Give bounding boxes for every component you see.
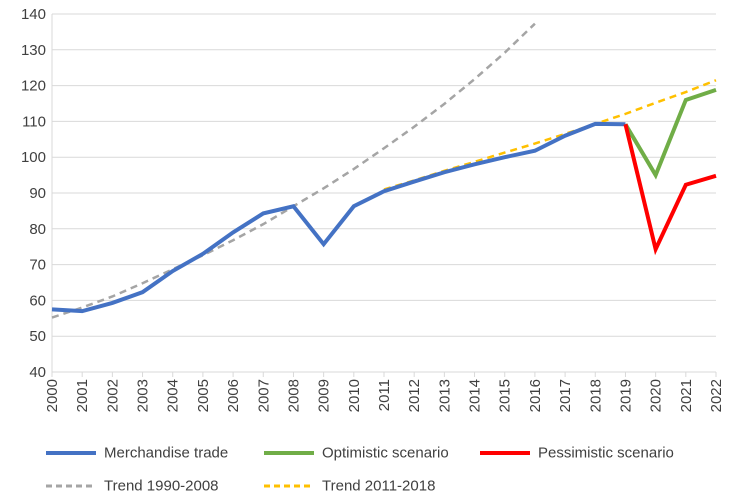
y-tick-label: 140: [21, 6, 46, 23]
x-tick-label: 2008: [285, 379, 302, 412]
y-tick-labels: 40 50 60 70 80 90 100 110 120 130 140: [21, 6, 46, 381]
legend-label-optimistic-scenario: Optimistic scenario: [322, 444, 449, 462]
series-line-pessimistic-scenario: [623, 123, 717, 256]
x-tick-label: 2015: [497, 379, 514, 412]
y-tick-label: 100: [21, 149, 46, 166]
x-tick-label: 2007: [255, 379, 272, 412]
series-line-trend-1990-2008: [51, 22, 536, 319]
x-tick-label: 2010: [346, 379, 363, 412]
x-tick-label: 2020: [648, 379, 665, 412]
y-tick-label: 40: [29, 364, 46, 381]
legend-label-merchandise-trade: Merchandise trade: [104, 444, 229, 462]
x-tick-label: 2016: [527, 379, 544, 412]
x-tick-label: 2017: [557, 379, 574, 412]
y-tick-label: 120: [21, 78, 46, 95]
x-tick-label: 2002: [104, 379, 121, 412]
legend-swatch-pessimistic-scenario: [480, 451, 530, 456]
x-tick-label: 2019: [617, 379, 634, 412]
legend-swatch-trend-1990-2008: [46, 484, 96, 488]
x-tick-label: 2013: [436, 379, 453, 412]
axes: [51, 14, 717, 377]
y-tick-label: 130: [21, 42, 46, 59]
y-tick-label: 60: [29, 292, 46, 309]
x-tick-label: 2000: [44, 379, 61, 412]
x-tick-label: 2011: [376, 379, 393, 411]
series-line-trend-2011-2018: [383, 79, 717, 191]
x-tick-label: 2006: [225, 379, 242, 412]
x-tick-label: 2004: [165, 379, 182, 412]
legend-swatch-optimistic-scenario: [264, 451, 314, 456]
series-lines: [51, 22, 717, 319]
legend-label-trend-1990-2008: Trend 1990-2008: [104, 477, 219, 495]
x-tick-label: 2005: [195, 379, 212, 412]
series-line-optimistic-scenario: [623, 88, 717, 180]
legend-swatch-trend-2011-2018: [264, 484, 314, 488]
y-tick-label: 70: [29, 257, 46, 274]
x-tick-label: 2009: [316, 379, 333, 412]
legend-item-pessimistic-scenario: Pessimistic scenario: [480, 444, 674, 462]
y-tick-label: 90: [29, 185, 46, 202]
legend-item-optimistic-scenario: Optimistic scenario: [264, 444, 449, 462]
x-tick-labels: 2000 2001 2002 2003 2004 2005 2006 2007 2008 2009…: [44, 379, 725, 412]
series-line-merchandise-trade: [51, 121, 626, 314]
x-tick-label: 2003: [135, 379, 152, 412]
legend-item-merchandise-trade: Merchandise trade: [46, 444, 228, 462]
y-tick-label: 80: [29, 221, 46, 238]
x-tick-label: 2001: [74, 379, 91, 412]
y-tick-label: 110: [22, 113, 46, 130]
legend-label-trend-2011-2018: Trend 2011-2018: [322, 477, 436, 495]
y-tick-label: 50: [29, 328, 46, 345]
x-tick-label: 2014: [467, 379, 484, 412]
x-tick-label: 2021: [678, 379, 695, 412]
x-tick-label: 2012: [406, 379, 423, 412]
legend-label-pessimistic-scenario: Pessimistic scenario: [538, 444, 674, 462]
legend-swatch-merchandise-trade: [46, 451, 96, 456]
x-tick-label: 2018: [587, 379, 604, 412]
x-tick-label: 2022: [708, 379, 725, 412]
